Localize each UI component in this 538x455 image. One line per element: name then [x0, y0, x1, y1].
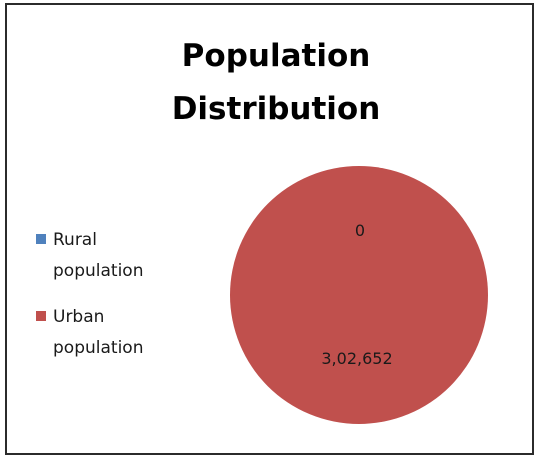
data-label-urban: 3,02,652: [321, 349, 392, 368]
pie-slice-urban-population: [230, 166, 488, 424]
legend-label-rural-line-2: population: [53, 261, 143, 281]
data-label-rural: 0: [355, 221, 365, 240]
pie-slices: [230, 166, 488, 424]
legend-entry-rural: Rural population: [36, 230, 143, 281]
legend-swatch-rural: [36, 234, 46, 244]
legend: Rural population Urban population: [36, 230, 143, 358]
chart-title-line-1: Population: [182, 38, 371, 74]
legend-entry-urban: Urban population: [36, 307, 143, 358]
legend-swatch-urban: [36, 311, 46, 321]
chart-title-line-2: Distribution: [172, 91, 381, 127]
legend-label-urban-line-1: Urban: [53, 307, 104, 327]
legend-label-urban-line-2: population: [53, 338, 143, 358]
legend-label-rural-line-1: Rural: [53, 230, 97, 250]
